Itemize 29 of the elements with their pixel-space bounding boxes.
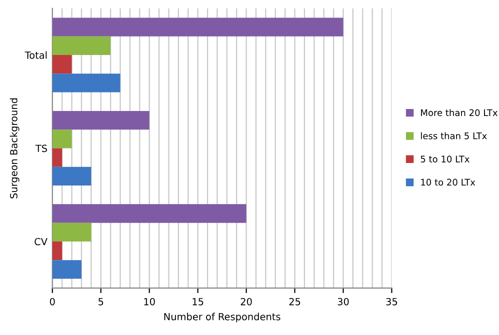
- x-tick-label: 30: [338, 298, 349, 306]
- x-tick-label: 0: [50, 298, 55, 306]
- legend-label: More than 20 LTx: [421, 109, 498, 116]
- bar: [52, 204, 246, 223]
- x-tick-label: 5: [98, 298, 104, 306]
- bar: [52, 36, 111, 55]
- bar: [52, 54, 72, 74]
- x-tick-label: 20: [240, 298, 252, 306]
- bar: [52, 74, 120, 92]
- y-tick-label: Total: [24, 51, 47, 59]
- bar: [52, 148, 62, 167]
- legend-label: 5 to 10 LTx: [420, 156, 470, 162]
- bar: [52, 18, 344, 36]
- bar: [52, 110, 150, 130]
- legend-label: 10 to 20 LTx: [421, 178, 476, 186]
- y-tick-label: CV: [34, 238, 48, 246]
- bar: [52, 260, 82, 279]
- y-tick-label: TS: [35, 144, 47, 152]
- x-tick-label: 35: [386, 298, 398, 306]
- legend-label: less than 5 LTx: [421, 132, 487, 140]
- bar: [52, 241, 62, 260]
- x-tick-label: 10: [144, 298, 155, 306]
- bar: [52, 130, 72, 148]
- bar: [52, 166, 92, 186]
- x-tick-label: 25: [289, 298, 300, 306]
- bar: [52, 222, 92, 242]
- x-tick-label: 15: [192, 298, 204, 306]
- x-axis-title: Number of Respondents: [164, 312, 280, 322]
- y-axis-title: Surgeon Background: [10, 98, 20, 198]
